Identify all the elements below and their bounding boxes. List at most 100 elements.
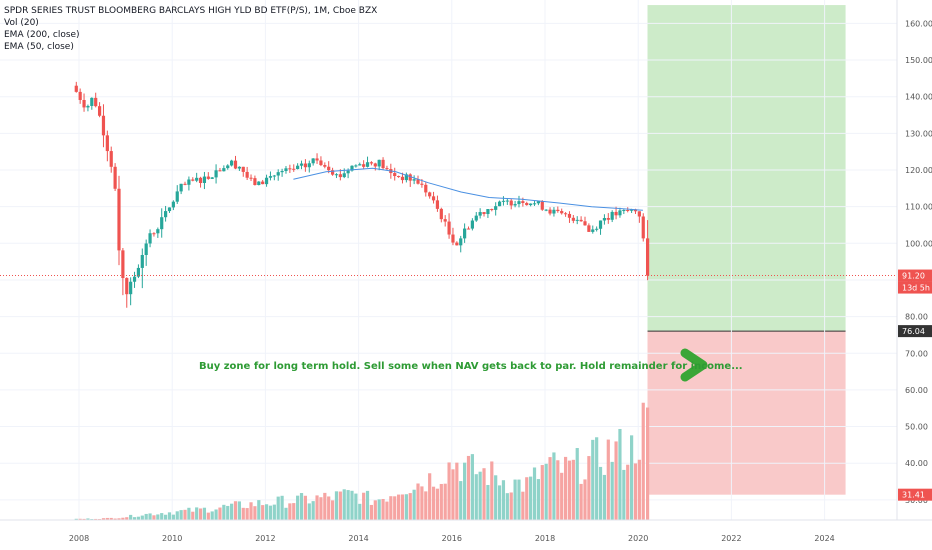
candle-body xyxy=(501,200,506,202)
volume-bar xyxy=(369,504,374,520)
volume-bar xyxy=(129,514,133,520)
price-axis[interactable]: 160.00 150.00 140.00 130.00 120.00 110.00 100.… xyxy=(905,19,932,504)
candle-body xyxy=(327,166,331,171)
volume-bar xyxy=(544,463,548,520)
candle-body xyxy=(129,281,133,295)
volume-bar xyxy=(78,518,82,520)
volume-bar xyxy=(171,514,175,520)
volume-bar xyxy=(210,511,214,520)
candle-body xyxy=(342,173,346,178)
candle-body xyxy=(497,201,502,207)
volume-bar xyxy=(525,477,529,520)
volume-bar xyxy=(459,481,463,520)
volume-bar xyxy=(365,490,370,520)
volume-bar xyxy=(470,454,474,520)
loss-zone xyxy=(647,331,846,495)
volume-bar xyxy=(195,507,199,520)
candle-body xyxy=(641,216,645,239)
volume-bar xyxy=(167,512,172,520)
volume-bar xyxy=(94,518,98,520)
candle-body xyxy=(400,176,405,181)
volume-bar xyxy=(187,507,191,520)
volume-bar xyxy=(152,515,156,520)
candle-body xyxy=(587,225,591,232)
volume-bar xyxy=(342,489,346,520)
time-tick-label: 2014 xyxy=(348,534,368,543)
volume-bar xyxy=(424,491,428,520)
volume-bar xyxy=(101,518,106,520)
candle-body xyxy=(544,209,548,211)
candle-body xyxy=(428,192,432,197)
volume-bar xyxy=(505,493,509,520)
volume-bar xyxy=(218,507,222,520)
candle-body xyxy=(78,91,82,100)
volume-bar xyxy=(319,497,323,520)
volume-bar xyxy=(136,516,141,520)
volume-bar xyxy=(385,501,389,520)
candle-body xyxy=(393,173,397,177)
candle-body xyxy=(579,219,583,222)
stop-price-tag-bg xyxy=(898,488,932,501)
arrow-head xyxy=(680,348,708,382)
candle-body xyxy=(74,85,78,92)
volume-bar xyxy=(222,504,226,520)
candle-body xyxy=(191,179,195,181)
time-tick-label: 2016 xyxy=(442,534,462,543)
time-tick-label: 2018 xyxy=(535,534,555,543)
candle-body xyxy=(439,208,443,220)
volume-bar xyxy=(400,494,405,520)
candle-body xyxy=(377,159,381,167)
time-tick-label: 2012 xyxy=(255,534,275,543)
candle-body xyxy=(598,220,603,229)
candle-body xyxy=(447,221,451,235)
candle-body xyxy=(470,220,474,229)
volume-bar xyxy=(494,475,498,520)
time-axis[interactable]: 2008 2010 2012 2014 2016 2018 2020 2022 2024 xyxy=(69,534,835,543)
volume-bar xyxy=(560,472,564,520)
volume-bar xyxy=(82,518,86,520)
candle-body xyxy=(315,158,319,161)
volume-bar xyxy=(377,499,381,520)
ema50-line xyxy=(293,167,643,211)
volume-bar xyxy=(233,501,238,520)
volume-bar xyxy=(439,483,443,520)
candle-body xyxy=(369,162,374,164)
candle-body xyxy=(451,234,455,243)
candle-body xyxy=(202,176,207,183)
volume-bar xyxy=(556,460,560,520)
volume-bar xyxy=(447,462,451,520)
candle-body xyxy=(443,219,447,222)
volume-bar xyxy=(346,490,350,520)
volume-bar xyxy=(109,517,113,520)
volume-bar xyxy=(249,502,253,520)
volume-bar xyxy=(482,468,486,520)
candlestick-series xyxy=(74,81,650,308)
volume-bar xyxy=(327,496,331,520)
candle-body xyxy=(187,179,191,185)
candle-body xyxy=(218,170,222,172)
volume-bar xyxy=(563,456,568,520)
candle-body xyxy=(486,209,490,215)
candle-body xyxy=(125,278,129,295)
candle-body xyxy=(626,210,630,212)
candle-body xyxy=(505,200,509,202)
stop-price-tag: 31.41 xyxy=(902,491,925,500)
volume-bar xyxy=(296,495,300,520)
candle-body xyxy=(276,172,280,176)
candle-body xyxy=(556,209,560,212)
volume-bar xyxy=(315,495,319,520)
candle-body xyxy=(94,97,98,107)
volume-bar xyxy=(237,501,241,520)
candle-body xyxy=(420,183,424,185)
volume-bar xyxy=(105,517,109,520)
candle-body xyxy=(245,171,249,178)
volume-bar xyxy=(389,496,393,520)
volume-bar xyxy=(74,518,78,520)
candle-body xyxy=(637,211,641,217)
candle-body xyxy=(90,97,94,106)
candle-body xyxy=(167,207,172,212)
volume-bar xyxy=(113,518,117,520)
price-tick-label: 110.00 xyxy=(905,203,932,212)
volume-bar xyxy=(431,486,436,520)
